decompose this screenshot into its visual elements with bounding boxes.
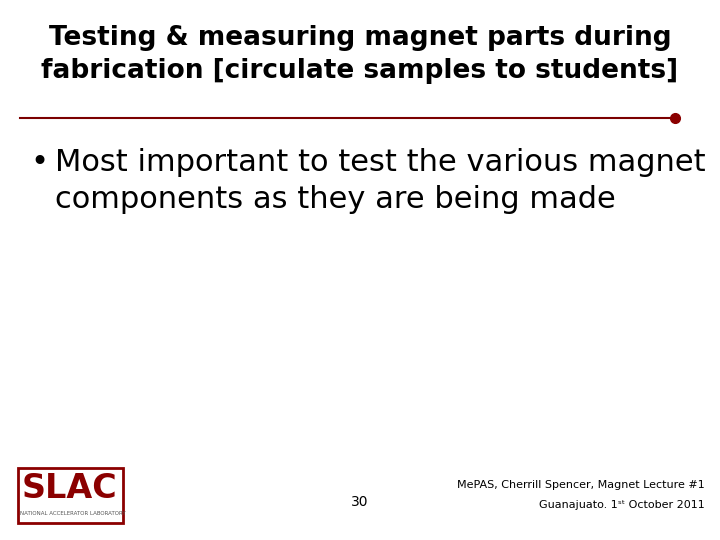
Text: Testing & measuring magnet parts during
fabrication [circulate samples to studen: Testing & measuring magnet parts during …	[42, 25, 678, 84]
Text: 30: 30	[351, 495, 369, 509]
Text: •: •	[30, 148, 48, 177]
Text: Guanajuato. 1ˢᵗ October 2011: Guanajuato. 1ˢᵗ October 2011	[539, 500, 705, 510]
Text: SLAC: SLAC	[22, 472, 118, 505]
Text: NATIONAL ACCELERATOR LABORATORY: NATIONAL ACCELERATOR LABORATORY	[20, 511, 125, 516]
Text: MePAS, Cherrill Spencer, Magnet Lecture #1: MePAS, Cherrill Spencer, Magnet Lecture …	[457, 480, 705, 490]
Text: Most important to test the various magnet
components as they are being made: Most important to test the various magne…	[55, 148, 706, 214]
